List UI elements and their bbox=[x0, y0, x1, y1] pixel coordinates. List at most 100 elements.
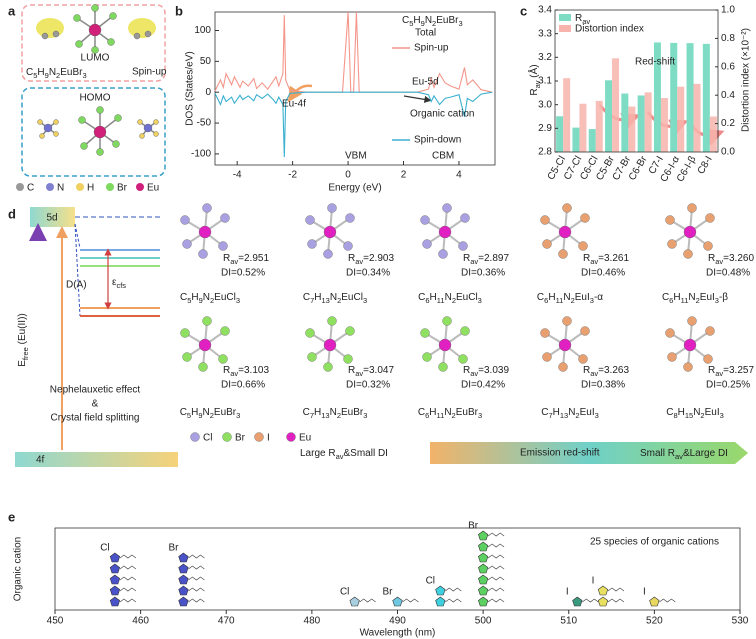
bar bbox=[596, 101, 603, 152]
legend-swatch bbox=[106, 183, 114, 191]
bar bbox=[687, 43, 694, 152]
atom bbox=[666, 216, 675, 225]
x-tick-label: -2 bbox=[288, 170, 297, 181]
atom bbox=[459, 355, 468, 364]
cation-icon bbox=[179, 564, 189, 573]
group-label: I bbox=[566, 587, 569, 598]
bar bbox=[556, 116, 563, 152]
group-label: Br bbox=[168, 543, 179, 554]
panel-label: b bbox=[175, 3, 183, 18]
label: Spin-up bbox=[132, 67, 167, 78]
alkyl-chain bbox=[608, 599, 624, 602]
alkyl-chain bbox=[188, 599, 204, 602]
atom bbox=[688, 317, 697, 326]
figure: a LUMO C5H9N2EuBr3 Spin-up HOMO d 5d 4f … bbox=[0, 0, 756, 639]
y-tick-label: 2.8 bbox=[538, 147, 552, 158]
atom bbox=[44, 124, 52, 132]
atom bbox=[181, 216, 190, 225]
cation-icon bbox=[598, 586, 608, 595]
dashed-line bbox=[75, 224, 80, 316]
legend-label: Br bbox=[117, 183, 128, 194]
cation-icon bbox=[598, 597, 608, 606]
formula: C7H13N2EuBr3 bbox=[303, 407, 368, 421]
label: HOMO bbox=[79, 93, 110, 104]
y2-tick-label: 0.0 bbox=[721, 147, 735, 158]
effect: Nephelauxetic effect bbox=[50, 385, 141, 396]
x-tick-label: 490 bbox=[389, 616, 406, 627]
cation-icon bbox=[179, 575, 189, 584]
formula: C8H15N2EuI3 bbox=[666, 407, 724, 421]
bar bbox=[579, 104, 586, 152]
alkyl-chain bbox=[120, 588, 136, 591]
atom bbox=[346, 327, 355, 336]
atom bbox=[559, 339, 571, 351]
bar bbox=[621, 94, 628, 152]
chart-title: C5H9N2EuBr3 bbox=[402, 15, 463, 29]
alkyl-chain bbox=[120, 599, 136, 602]
atom bbox=[541, 216, 550, 225]
legend-label: Cl bbox=[203, 433, 212, 444]
atom bbox=[92, 47, 99, 54]
group-label: I bbox=[592, 576, 595, 587]
x-tick-label: C6-Br bbox=[627, 154, 650, 183]
alkyl-chain bbox=[403, 599, 419, 602]
bar bbox=[703, 44, 710, 152]
rav-label: Rav=3.257 bbox=[708, 365, 754, 379]
atom bbox=[543, 353, 552, 362]
cation-icon bbox=[436, 597, 446, 606]
alkyl-chain bbox=[608, 588, 624, 591]
y-axis-label: DOS (States/eV) bbox=[185, 51, 196, 125]
cation-icon bbox=[650, 597, 660, 606]
group-label: Cl bbox=[340, 587, 349, 598]
group-label: Br bbox=[383, 587, 394, 598]
atom bbox=[439, 226, 451, 238]
series-line bbox=[215, 92, 492, 157]
rav-label: Rav=3.260 bbox=[708, 253, 754, 267]
atom bbox=[684, 250, 693, 259]
bar bbox=[563, 78, 570, 152]
legend-label: H bbox=[87, 183, 94, 194]
atom bbox=[439, 363, 448, 372]
y2-tick-label: 0.6 bbox=[721, 61, 735, 72]
atom bbox=[461, 327, 470, 336]
di-label: DI=0.32% bbox=[346, 380, 390, 391]
panel-label: d bbox=[8, 206, 16, 221]
alkyl-chain bbox=[188, 577, 204, 580]
x-tick-label: 520 bbox=[646, 616, 663, 627]
rav-label: Rav=3.039 bbox=[463, 365, 509, 379]
atom bbox=[308, 240, 317, 249]
cation-icon bbox=[573, 597, 583, 606]
atom bbox=[706, 214, 715, 223]
atom bbox=[704, 242, 713, 251]
annotation: VBM bbox=[345, 151, 367, 162]
label: εcfs bbox=[112, 277, 126, 291]
bar bbox=[638, 95, 645, 152]
atom bbox=[668, 240, 677, 249]
effect: Crystal field splitting bbox=[51, 413, 140, 424]
bar bbox=[605, 80, 612, 152]
x-tick-label: 2 bbox=[401, 170, 407, 181]
annotation: CBM bbox=[432, 151, 454, 162]
atom bbox=[543, 240, 552, 249]
bar bbox=[710, 117, 717, 153]
atom bbox=[181, 329, 190, 338]
bar bbox=[612, 58, 619, 152]
atom bbox=[684, 339, 696, 351]
atom bbox=[666, 329, 675, 338]
bar bbox=[661, 98, 668, 152]
y-tick-label: 100 bbox=[194, 25, 211, 36]
atom bbox=[324, 250, 333, 259]
di-label: DI=0.46% bbox=[581, 268, 625, 279]
formula: C6H11N2EuCl3 bbox=[418, 292, 482, 306]
x-tick-label: 450 bbox=[47, 616, 64, 627]
cation-icon bbox=[179, 553, 189, 562]
atom bbox=[559, 250, 568, 259]
legend-label: Spin-down bbox=[414, 135, 461, 146]
arrow bbox=[404, 96, 428, 100]
legend-label: C bbox=[27, 183, 34, 194]
alkyl-chain bbox=[120, 566, 136, 569]
formula: C7H13N2EuI3 bbox=[541, 407, 599, 421]
atom bbox=[183, 353, 192, 362]
cation-icon bbox=[478, 553, 488, 562]
legend-swatch bbox=[16, 183, 24, 191]
